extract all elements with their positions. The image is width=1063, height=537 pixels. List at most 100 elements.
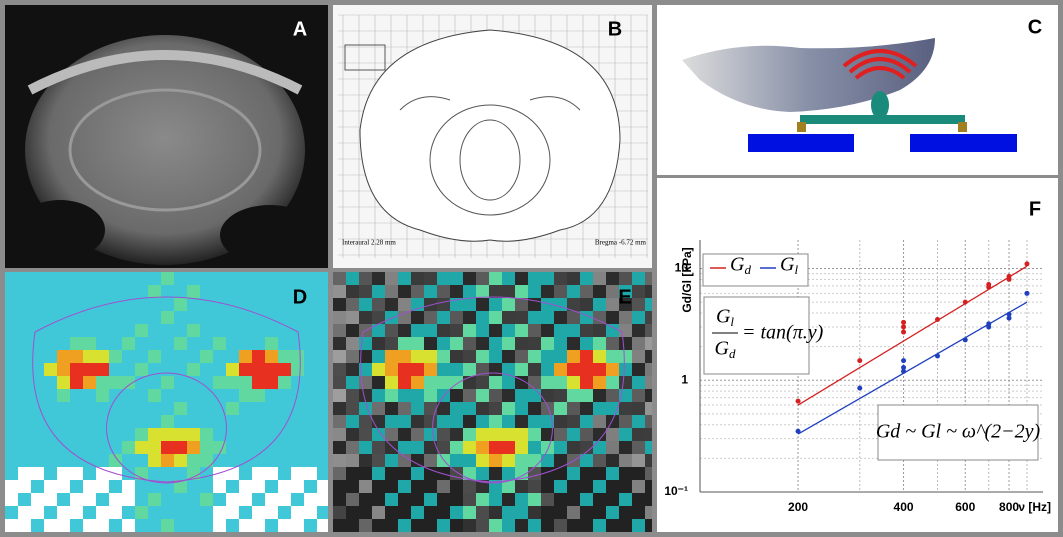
heat-cell (567, 506, 580, 519)
heat-cell (200, 441, 213, 454)
heat-cell (252, 428, 265, 441)
heat-cell (83, 428, 96, 441)
heat-cell (161, 272, 174, 285)
heat-cell (580, 402, 593, 415)
heat-cell (346, 324, 359, 337)
heat-cell (31, 428, 44, 441)
heat-cell (252, 324, 265, 337)
heat-cell (213, 298, 226, 311)
heat-cell (148, 493, 161, 506)
heat-cell (385, 311, 398, 324)
heat-cell (252, 272, 265, 285)
heat-cell (265, 480, 278, 493)
heat-cell (515, 311, 528, 324)
heat-cell (398, 285, 411, 298)
figure: A Interaural 2.28 mm Bregma -6.72 mm B C… (0, 0, 1063, 537)
heat-cell (304, 363, 317, 376)
point (963, 337, 968, 342)
heat-cell (398, 402, 411, 415)
heat-cell (333, 272, 346, 285)
heat-cell (515, 428, 528, 441)
heat-cell (135, 428, 148, 441)
heat-cell (213, 363, 226, 376)
heat-cell (333, 311, 346, 324)
heat-cell (174, 519, 187, 532)
heat-cell (632, 389, 645, 402)
heat-cell (148, 376, 161, 389)
heat-cell (122, 415, 135, 428)
heat-cell (265, 324, 278, 337)
heat-cell (463, 415, 476, 428)
heat-cell (619, 311, 632, 324)
heat-cell (541, 285, 554, 298)
heat-cell (489, 415, 502, 428)
heat-cell (554, 480, 567, 493)
heat-cell (135, 493, 148, 506)
heat-cell (174, 428, 187, 441)
heat-cell (463, 285, 476, 298)
heat-cell (304, 311, 317, 324)
heat-cell (18, 389, 31, 402)
heat-cell (437, 402, 450, 415)
heat-cell (317, 402, 328, 415)
heat-cell (502, 272, 515, 285)
heat-cell (502, 376, 515, 389)
panel-c: C (657, 5, 1058, 175)
heat-cell (619, 324, 632, 337)
heat-cell (57, 376, 70, 389)
heat-cell (57, 389, 70, 402)
heat-cell (83, 506, 96, 519)
heat-cell (44, 467, 57, 480)
heat-cell (291, 272, 304, 285)
heat-cell (148, 350, 161, 363)
heat-cell (226, 415, 239, 428)
heat-cell (57, 415, 70, 428)
heat-cell (96, 493, 109, 506)
heat-cell (450, 324, 463, 337)
heat-cell (450, 506, 463, 519)
heat-cell (593, 519, 606, 532)
heat-cell (109, 285, 122, 298)
heat-cell (213, 350, 226, 363)
heat-cell (5, 402, 18, 415)
heat-cell (541, 363, 554, 376)
heat-cell (489, 363, 502, 376)
heat-cell (385, 441, 398, 454)
heat-cell (580, 337, 593, 350)
heat-cell (385, 376, 398, 389)
heat-cell (226, 480, 239, 493)
heat-cell (265, 285, 278, 298)
heat-cell (200, 428, 213, 441)
heat-cell (122, 311, 135, 324)
heat-cell (645, 324, 652, 337)
heat-cell (359, 480, 372, 493)
heat-cell (148, 415, 161, 428)
y-tick-label: 1 (681, 372, 688, 386)
heat-cell (174, 402, 187, 415)
heat-cell (96, 324, 109, 337)
heat-cell (333, 467, 346, 480)
heat-cell (304, 519, 317, 532)
heat-cell (619, 493, 632, 506)
heat-cell (606, 376, 619, 389)
heat-cell (200, 402, 213, 415)
heat-cell (200, 272, 213, 285)
heat-cell (317, 311, 328, 324)
heat-cell (567, 311, 580, 324)
heat-cell (645, 389, 652, 402)
heat-cell (291, 428, 304, 441)
heat-cell (148, 285, 161, 298)
heat-cell (122, 350, 135, 363)
heat-cell (632, 285, 645, 298)
heat-cell (593, 298, 606, 311)
heat-cell (489, 324, 502, 337)
heat-cell (83, 337, 96, 350)
heat-cell (541, 272, 554, 285)
heat-cell (463, 506, 476, 519)
heat-cell (398, 389, 411, 402)
heat-cell (554, 441, 567, 454)
heat-cell (333, 506, 346, 519)
heat-cell (398, 363, 411, 376)
heat-cell (424, 363, 437, 376)
heat-cell (528, 350, 541, 363)
